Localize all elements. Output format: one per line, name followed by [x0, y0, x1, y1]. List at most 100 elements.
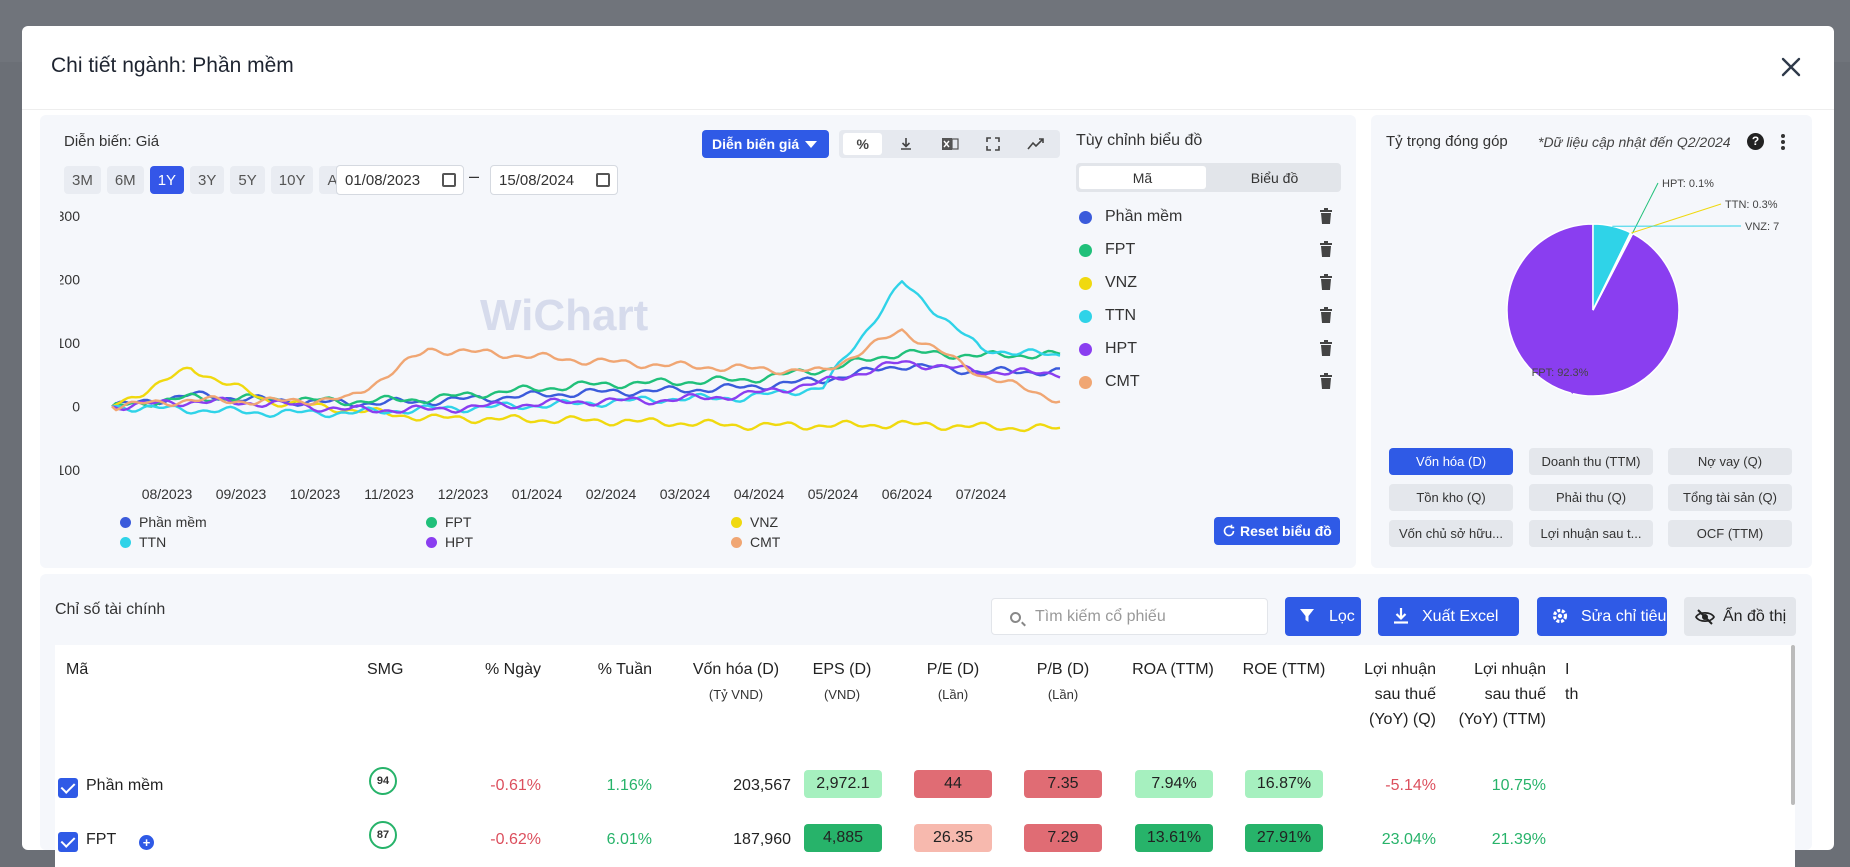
table-row[interactable]: FPT +87 -0.62% 6.01% 187,960 4,885 26.35 7.29 13… [55, 814, 1795, 867]
metric-button-6[interactable]: Vốn chủ sở hữu... [1389, 520, 1513, 547]
table-row[interactable]: Phần mềm 94 -0.61% 1.16% 203,567 2,972.1 44 7.3… [55, 760, 1795, 814]
header-pb-label: P/B (D) [1036, 661, 1090, 678]
tab-chart[interactable]: Biểu đồ [1250, 169, 1299, 186]
cell-pe: 44 [914, 770, 992, 798]
header-eps[interactable]: EPS (D) (VND) [797, 657, 887, 707]
header-roa[interactable]: ROA (TTM) [1132, 661, 1214, 678]
header-pe[interactable]: P/E (D) (Lần) [908, 657, 998, 707]
legend-cmt[interactable]: CMT [731, 534, 780, 550]
date-to-input[interactable]: 15/08/2024 [490, 165, 618, 195]
cell-npt: 10.75% [1491, 777, 1546, 794]
metric-button-5[interactable]: Tổng tài sản (Q) [1668, 484, 1792, 511]
range-10y-button[interactable]: 10Y [270, 166, 314, 194]
header-net-profit-ttm[interactable]: Lợi nhuận sau thuế (YoY) (TTM) [1451, 657, 1546, 732]
header-market-cap[interactable]: Vốn hóa (D) (Tỷ VND) [681, 657, 791, 707]
row-checkbox[interactable] [58, 778, 78, 798]
more-vertical-icon[interactable] [1779, 132, 1787, 152]
percent-toggle[interactable]: % [843, 133, 883, 155]
excel-icon[interactable] [930, 133, 969, 155]
customize-tabs: Mã Biểu đồ [1076, 163, 1341, 192]
trash-icon[interactable] [1319, 373, 1335, 391]
series-row-4[interactable]: HPT [1079, 337, 1339, 361]
series-line-fpt[interactable] [111, 348, 1061, 408]
metric-button-0[interactable]: Vốn hóa (D) [1389, 448, 1513, 475]
y-tick-label: 0 [72, 399, 80, 415]
contribution-title: Tỷ trọng đóng góp [1386, 133, 1508, 150]
filter-button[interactable]: Lọc [1285, 597, 1361, 636]
header-week-change[interactable]: % Tuần [597, 661, 652, 678]
search-placeholder: Tìm kiếm cổ phiếu [1035, 608, 1166, 625]
stock-search-input[interactable]: Tìm kiếm cổ phiếu [991, 598, 1268, 635]
row-code[interactable]: FPT [86, 831, 117, 848]
edit-metrics-button[interactable]: Sửa chỉ tiêu [1537, 597, 1667, 636]
help-icon[interactable]: ? [1747, 133, 1764, 150]
series-dropdown-label: Diễn biến giá [712, 136, 800, 152]
range-1y-button[interactable]: 1Y [149, 166, 185, 194]
header-net-profit-q[interactable]: Lợi nhuận sau thuế (YoY) (Q) [1341, 657, 1436, 732]
pie-slice-label: HPT: 0.1% [1662, 178, 1714, 190]
series-row-3[interactable]: TTN [1079, 304, 1339, 328]
table-scrollbar[interactable] [1791, 645, 1795, 805]
reset-chart-button[interactable]: Reset biểu đồ [1214, 517, 1340, 545]
header-net-profit-q-line2: sau thuế [1374, 686, 1436, 703]
download-icon[interactable] [886, 133, 925, 155]
legend-fpt[interactable]: FPT [426, 514, 471, 530]
series-dropdown[interactable]: Diễn biến giá [702, 130, 829, 158]
series-line-vnz[interactable] [111, 366, 1061, 433]
row-checkbox[interactable] [58, 832, 78, 852]
metric-button-3[interactable]: Tồn kho (Q) [1389, 484, 1513, 511]
calendar-icon [596, 173, 610, 187]
row-code[interactable]: Phần mềm [86, 777, 164, 794]
header-roe[interactable]: ROE (TTM) [1242, 661, 1326, 678]
series-name: TTN [1105, 307, 1137, 324]
trash-icon[interactable] [1319, 307, 1335, 325]
trash-icon[interactable] [1319, 241, 1335, 259]
legend-phan-mem[interactable]: Phần mềm [120, 514, 207, 530]
range-5y-button[interactable]: 5Y [230, 166, 265, 194]
cell-pb: 7.29 [1024, 824, 1102, 852]
metric-button-4[interactable]: Phải thu (Q) [1529, 484, 1653, 511]
metric-button-1[interactable]: Doanh thu (TTM) [1529, 448, 1653, 475]
legend-hpt[interactable]: HPT [426, 534, 473, 550]
filter-icon [1300, 609, 1314, 622]
header-smg[interactable]: SMG [367, 661, 404, 678]
header-next-line2: th [1565, 686, 1579, 703]
series-line-hpt[interactable] [111, 360, 1061, 414]
series-row-0[interactable]: Phần mềm [1079, 205, 1339, 229]
trend-icon[interactable] [1017, 133, 1056, 155]
header-eps-label: EPS (D) [812, 661, 872, 678]
series-row-5[interactable]: CMT [1079, 370, 1339, 394]
trash-icon[interactable] [1319, 340, 1335, 358]
range-6m-button[interactable]: 6M [106, 166, 144, 194]
trash-icon[interactable] [1319, 208, 1335, 226]
fullscreen-icon[interactable] [973, 133, 1012, 155]
series-line-phần-mềm[interactable] [111, 363, 1061, 408]
date-from-input[interactable]: 01/08/2023 [336, 165, 464, 195]
series-line-cmt[interactable] [111, 328, 1061, 412]
series-name: Phần mềm [1105, 208, 1183, 225]
header-day-change[interactable]: % Ngày [484, 661, 541, 678]
export-excel-button[interactable]: Xuất Excel [1378, 597, 1519, 636]
metric-button-7[interactable]: Lợi nhuận sau t... [1529, 520, 1653, 547]
chart-toolbar: % [839, 130, 1060, 158]
cell-week: 6.01% [606, 831, 652, 848]
metric-button-2[interactable]: Nợ vay (Q) [1668, 448, 1792, 475]
trash-icon[interactable] [1319, 274, 1335, 292]
tab-code[interactable]: Mã [1079, 166, 1206, 189]
data-update-note: *Dữ liệu cập nhật đến Q2/2024 [1538, 134, 1731, 150]
metric-button-8[interactable]: OCF (TTM) [1668, 520, 1792, 547]
header-next-column[interactable]: I th [1565, 657, 1585, 707]
header-pb[interactable]: P/B (D) (Lần) [1018, 657, 1108, 707]
series-row-2[interactable]: VNZ [1079, 271, 1339, 295]
legend-vnz[interactable]: VNZ [731, 514, 778, 530]
legend-label: TTN [139, 534, 167, 550]
legend-ttn[interactable]: TTN [120, 534, 166, 550]
range-3y-button[interactable]: 3Y [190, 166, 225, 194]
y-tick-label: 200 [60, 272, 80, 288]
close-icon[interactable] [1776, 52, 1806, 82]
header-code[interactable]: Mã [66, 661, 89, 678]
series-row-1[interactable]: FPT [1079, 238, 1339, 262]
hide-chart-button[interactable]: Ẩn đồ thị [1684, 597, 1796, 636]
add-icon[interactable]: + [139, 835, 154, 850]
range-3m-button[interactable]: 3M [64, 166, 101, 194]
